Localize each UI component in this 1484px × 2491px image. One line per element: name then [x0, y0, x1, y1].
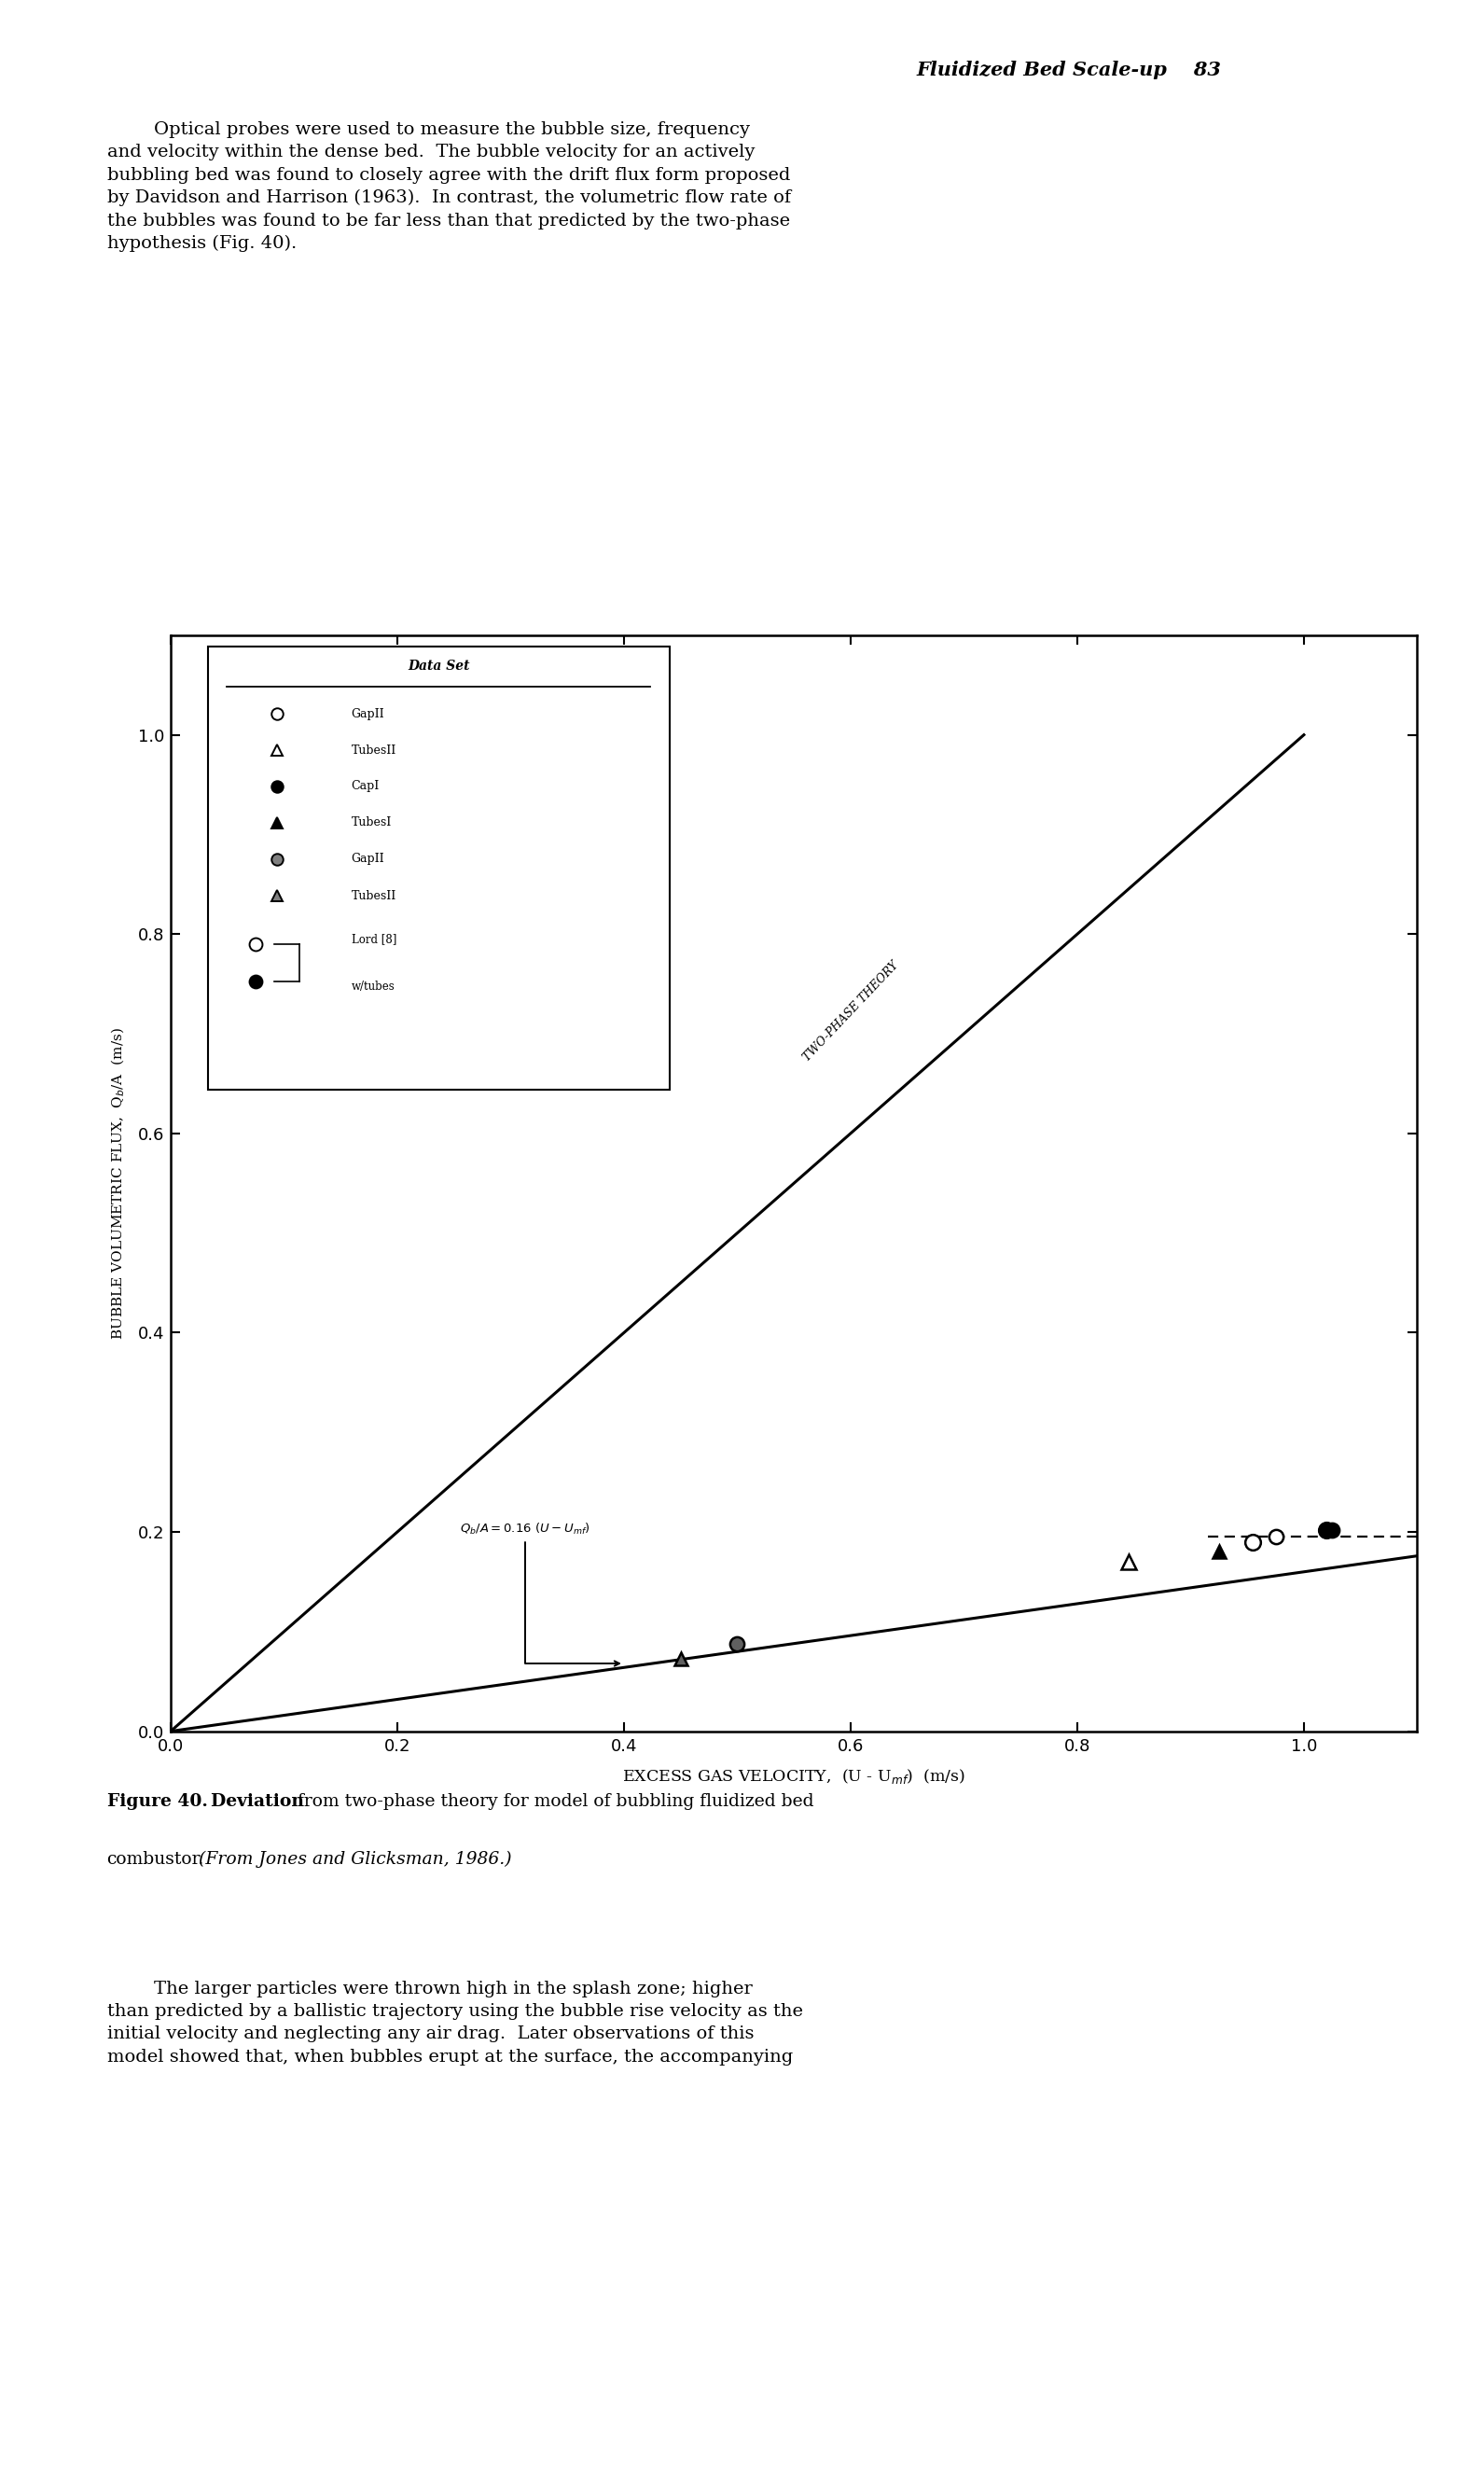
Text: TubesII: TubesII	[352, 745, 396, 757]
X-axis label: EXCESS GAS VELOCITY,  (U - U$_{mf}$)  (m/s): EXCESS GAS VELOCITY, (U - U$_{mf}$) (m/s…	[622, 1769, 966, 1786]
Text: CapI: CapI	[352, 780, 380, 792]
Text: Data Set: Data Set	[408, 660, 469, 673]
Text: GapII: GapII	[352, 852, 384, 864]
Text: $Q_b/A = 0.16\ (U - U_{mf})$: $Q_b/A = 0.16\ (U - U_{mf})$	[460, 1522, 619, 1666]
Text: TWO-PHASE THEORY: TWO-PHASE THEORY	[800, 959, 901, 1064]
Y-axis label: BUBBLE VOLUMETRIC FLUX,  Q$_b$/A  (m/s): BUBBLE VOLUMETRIC FLUX, Q$_b$/A (m/s)	[110, 1026, 128, 1340]
Text: Deviation: Deviation	[199, 1794, 304, 1811]
Text: from two-phase theory for model of bubbling fluidized bed: from two-phase theory for model of bubbl…	[292, 1794, 815, 1811]
Text: TubesII: TubesII	[352, 889, 396, 902]
Text: combustor.: combustor.	[107, 1851, 205, 1868]
Text: Figure 40.: Figure 40.	[107, 1794, 208, 1811]
Text: Lord [8]: Lord [8]	[352, 932, 396, 944]
Text: (From Jones and Glicksman, 1986.): (From Jones and Glicksman, 1986.)	[199, 1851, 512, 1868]
Text: w/tubes: w/tubes	[352, 981, 395, 994]
Text: TubesI: TubesI	[352, 817, 392, 830]
Text: Fluidized Bed Scale-up    83: Fluidized Bed Scale-up 83	[916, 60, 1221, 80]
Text: Optical probes were used to measure the bubble size, frequency
and velocity with: Optical probes were used to measure the …	[107, 122, 791, 252]
Text: GapII: GapII	[352, 707, 384, 720]
Text: The larger particles were thrown high in the splash zone; higher
than predicted : The larger particles were thrown high in…	[107, 1980, 803, 2065]
FancyBboxPatch shape	[208, 645, 669, 1091]
